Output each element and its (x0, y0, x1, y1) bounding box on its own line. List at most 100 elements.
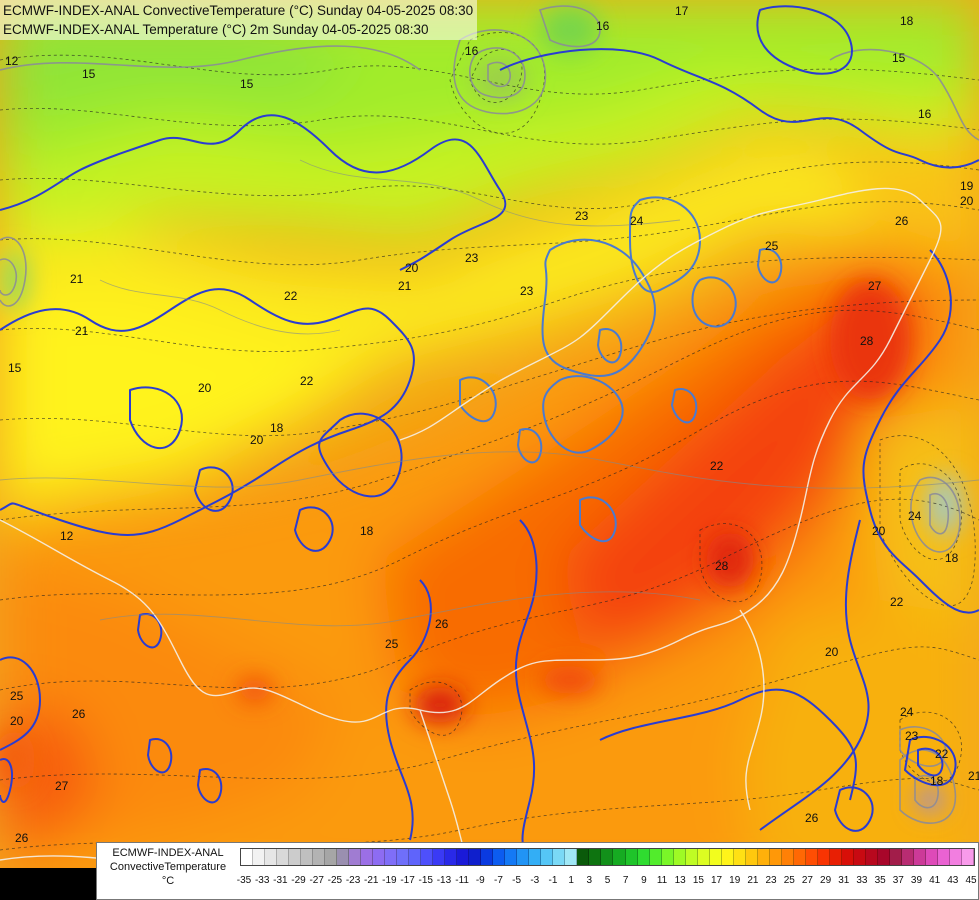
colorbar-swatch (553, 849, 566, 865)
colorbar-swatch (925, 849, 938, 865)
colorbar-tick-label: 11 (656, 875, 668, 886)
colorbar-swatch (625, 849, 638, 865)
colorbar-tick-label: -25 (327, 875, 343, 886)
contour-value-label: 18 (270, 421, 284, 435)
colorbar-swatch (349, 849, 362, 865)
contour-value-label: 26 (15, 831, 29, 845)
colorbar-swatch (289, 849, 302, 865)
contour-value-label: 20 (10, 714, 24, 728)
colorbar-swatch (769, 849, 782, 865)
contour-labels: 1215151616171815161920212115202122232323… (5, 4, 979, 845)
contour-value-label: 20 (825, 645, 839, 659)
contour-value-label: 15 (8, 361, 22, 375)
colorbar-swatch (733, 849, 746, 865)
contour-value-label: 15 (82, 67, 96, 81)
colorbar-tick-label: -13 (436, 875, 452, 886)
colorbar-tick-label: 23 (765, 875, 777, 886)
colorbar-swatch (313, 849, 326, 865)
colorbar-swatch (661, 849, 674, 865)
contour-value-label: 20 (250, 433, 264, 447)
legend-unit: °C (161, 875, 175, 887)
contour-value-label: 26 (72, 707, 86, 721)
colorbar-tick-label: 17 (710, 875, 723, 886)
colorbar-swatch (517, 849, 530, 865)
colorbar-swatch (397, 849, 410, 865)
contour-value-label: 28 (860, 334, 874, 348)
colorbar-tick-label: 41 (929, 875, 941, 886)
colorbar-swatch (793, 849, 806, 865)
colorbar-tick-label: 31 (838, 875, 850, 886)
colorbar-swatch (709, 849, 722, 865)
colorbar-swatch (637, 849, 650, 865)
map-title: ECMWF-INDEX-ANAL ConvectiveTemperature (… (0, 0, 478, 40)
contour-value-label: 16 (596, 19, 610, 33)
contour-value-label: 25 (10, 689, 24, 703)
colorbar-swatch (817, 849, 830, 865)
contour-value-label: 25 (765, 239, 779, 253)
contour-value-label: 28 (715, 559, 729, 573)
colorbar-swatch (937, 849, 950, 865)
contour-value-label: 22 (284, 289, 298, 303)
colorbar-swatch (613, 849, 626, 865)
contour-value-label: 18 (945, 551, 959, 565)
colorbar-tick-label: -17 (400, 875, 415, 886)
colorbar-swatch (493, 849, 506, 865)
colorbar-swatch (469, 849, 482, 865)
contour-value-label: 22 (935, 747, 949, 761)
colorbar-swatch (505, 849, 518, 865)
contour-value-label: 19 (960, 179, 974, 193)
colorbar-swatch (361, 849, 374, 865)
colorbar-swatch (577, 849, 590, 865)
contour-value-label: 24 (908, 509, 922, 523)
colorbar-swatch (325, 849, 338, 865)
colorbar-swatch (841, 849, 854, 865)
colorbar-tick-label: 3 (586, 875, 593, 886)
colorbar-swatch (853, 849, 866, 865)
contour-value-label: 18 (360, 524, 374, 538)
colorbar-swatch (649, 849, 662, 865)
contour-value-label: 20 (960, 194, 974, 208)
colorbar-tick-label: 39 (910, 875, 923, 886)
contour-value-label: 20 (405, 261, 419, 275)
no-data-area (0, 868, 96, 900)
legend-model: ECMWF-INDEX-ANAL (112, 847, 224, 859)
colorbar-tick-label: 5 (604, 875, 611, 886)
colorbar-swatch (385, 849, 398, 865)
colorbar-legend: ECMWF-INDEX-ANAL ConvectiveTemperature °… (96, 842, 979, 900)
colorbar-tick-label: 1 (568, 875, 574, 886)
colorbar-swatch (373, 849, 386, 865)
contour-value-label: 22 (890, 595, 904, 609)
colorbar-swatch (745, 849, 758, 865)
contour-value-label: 26 (805, 811, 819, 825)
contour-value-label: 20 (198, 381, 212, 395)
colorbar-swatch (241, 849, 254, 865)
contour-value-label: 16 (918, 107, 932, 121)
contour-value-label: 12 (60, 529, 74, 543)
contour-value-label: 26 (435, 617, 449, 631)
contour-value-label: 21 (70, 272, 84, 286)
contour-value-label: 27 (55, 779, 69, 793)
colorbar-tick-label: 21 (747, 875, 759, 886)
colorbar-swatch (565, 849, 578, 865)
colorbar-swatch (685, 849, 698, 865)
colorbar-tick-label: -27 (309, 875, 324, 886)
colorbar-swatch (589, 849, 602, 865)
colorbar-swatch (409, 849, 422, 865)
colorbar-tick-label: 37 (892, 875, 904, 886)
colorbar-swatch (865, 849, 878, 865)
contour-value-label: 20 (872, 524, 886, 538)
colorbar-swatch (601, 849, 614, 865)
colorbar-tick-label: -23 (345, 875, 361, 886)
contour-value-label: 26 (895, 214, 909, 228)
contour-value-label: 21 (398, 279, 412, 293)
colorbar-tick-label: 9 (641, 875, 647, 886)
contour-value-label: 23 (465, 251, 479, 265)
isotherm-lines (0, 32, 979, 851)
colorbar-swatch (697, 849, 710, 865)
colorbar-swatch (781, 849, 794, 865)
title-line-2: ECMWF-INDEX-ANAL Temperature (°C) 2m Sun… (3, 22, 429, 37)
grey-contours (0, 5, 979, 824)
colorbar-swatch (445, 849, 458, 865)
contour-value-label: 22 (300, 374, 314, 388)
